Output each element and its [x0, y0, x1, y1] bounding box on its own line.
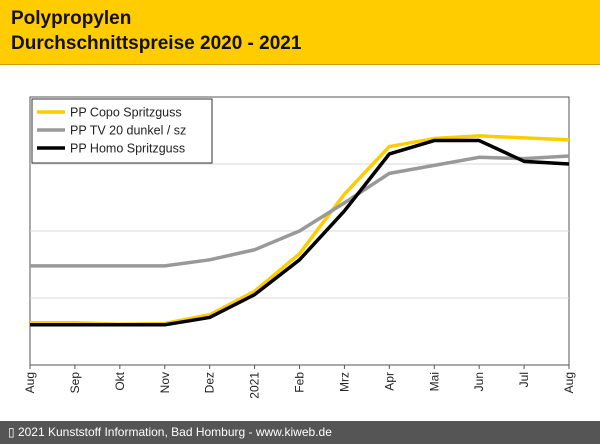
- title-line-2: Durchschnittspreise 2020 - 2021: [11, 33, 302, 54]
- x-tick-label: Jul: [517, 372, 531, 387]
- header-bar: Polypropylen Durchschnittspreise 2020 - …: [0, 0, 600, 65]
- footer-bar: ▯ 2021 Kunststoff Information, Bad Hombu…: [0, 421, 600, 444]
- x-tick-label: Okt: [113, 371, 127, 390]
- x-tick-label: Dez: [203, 372, 217, 393]
- line-chart: Aug Sep Okt Nov Dez 2021 Feb Mrz Apr Mai Jun Jul Aug…: [23, 96, 576, 399]
- title-line-1: Polypropylen: [11, 8, 132, 29]
- x-tick-label: Mrz: [337, 372, 351, 392]
- series-line-2: [30, 138, 570, 327]
- legend-label-0: PP Copo Spritzguss: [70, 106, 182, 120]
- x-tick-label: Aug: [562, 372, 576, 393]
- legend-label-1: PP TV 20 dunkel / sz: [70, 124, 186, 138]
- x-tick-label: Feb: [293, 372, 307, 393]
- x-tick-label: 2021: [248, 372, 262, 399]
- x-tick-label: Jun: [472, 372, 486, 391]
- x-tick-label: Apr: [382, 372, 396, 391]
- x-tick-label: Sep: [68, 372, 82, 394]
- x-tick-label: Mai: [427, 372, 441, 391]
- series-line-1: [30, 154, 570, 268]
- x-tick-label: Aug: [23, 372, 37, 393]
- legend-label-2: PP Homo Spritzguss: [70, 142, 185, 156]
- x-tick-label: Nov: [158, 372, 172, 393]
- legend: PP Copo Spritzguss PP TV 20 dunkel / sz PP…: [31, 98, 213, 164]
- copyright-text: ▯ 2021 Kunststoff Information, Bad Hombu…: [8, 425, 332, 439]
